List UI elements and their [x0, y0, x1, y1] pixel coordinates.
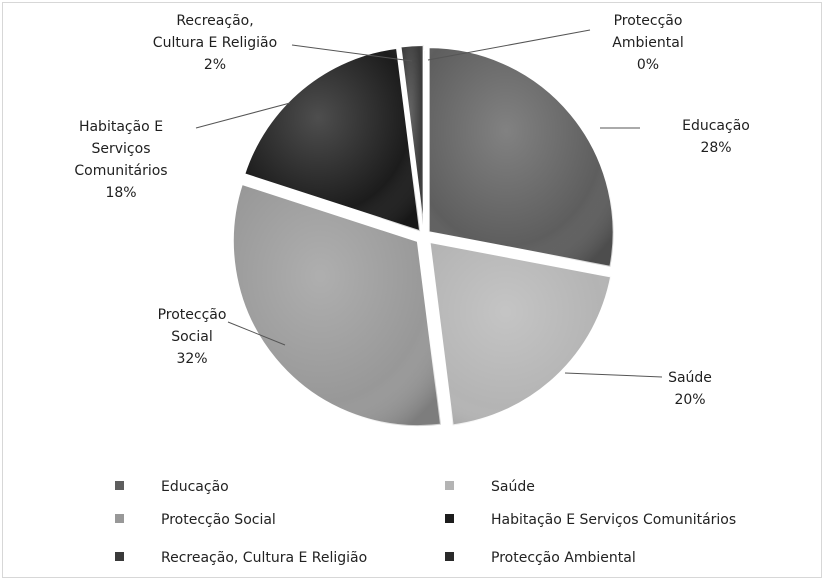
pie-slice-shade-0 [428, 47, 614, 267]
data-label-name: Saúde [668, 370, 712, 386]
data-label-name: Cultura E Religião [153, 35, 277, 51]
data-label-name: Ambiental [612, 35, 683, 51]
legend: Educação Saúde Protecção Social Habitação E… [115, 479, 736, 566]
data-label-name: Recreação, [176, 13, 253, 29]
data-label-name: Comunitários [74, 163, 167, 179]
legend-swatch [115, 481, 124, 490]
data-label-percent: 28% [700, 140, 731, 156]
legend-label: Saúde [491, 479, 535, 495]
data-label-percent: 2% [204, 57, 226, 73]
slice-labels: Educação 28% Saúde 20% Protecção Social 32% Hab… [74, 13, 749, 408]
leader-line-3 [195, 102, 291, 129]
data-label-name: Protecção [158, 307, 227, 323]
data-label-name: Social [171, 329, 213, 345]
data-label-percent: 32% [176, 351, 207, 367]
leader-line-1 [564, 372, 663, 378]
legend-label: Educação [161, 479, 229, 495]
legend-swatch [445, 552, 454, 561]
data-label-name: Habitação E [79, 119, 163, 135]
pie-slice-shade-1 [429, 241, 612, 426]
legend-swatch [115, 552, 124, 561]
leader-lines [195, 29, 663, 378]
legend-swatch [445, 514, 454, 523]
pie-slice-shade-2 [232, 183, 442, 427]
data-label-name: Serviços [92, 141, 151, 157]
legend-label: Protecção Ambiental [491, 550, 636, 566]
data-label-percent: 20% [674, 392, 705, 408]
leader-line-5 [427, 29, 591, 61]
legend-swatch [445, 481, 454, 490]
data-label-name: Educação [682, 118, 750, 134]
data-label-percent: 18% [105, 185, 136, 201]
pie-slice-shade-3 [244, 47, 421, 232]
leader-line-2 [227, 321, 286, 346]
legend-swatch [115, 514, 124, 523]
pie-slices [231, 44, 615, 428]
legend-label: Protecção Social [161, 512, 276, 528]
legend-label: Habitação E Serviços Comunitários [491, 512, 736, 528]
pie-slice-shade-5 [424, 51, 425, 236]
data-label-percent: 0% [637, 57, 659, 73]
pie-slice-shade-4 [400, 45, 424, 231]
data-label-name: Protecção [614, 13, 683, 29]
leader-line-4 [291, 44, 413, 62]
legend-label: Recreação, Cultura E Religião [161, 550, 367, 566]
